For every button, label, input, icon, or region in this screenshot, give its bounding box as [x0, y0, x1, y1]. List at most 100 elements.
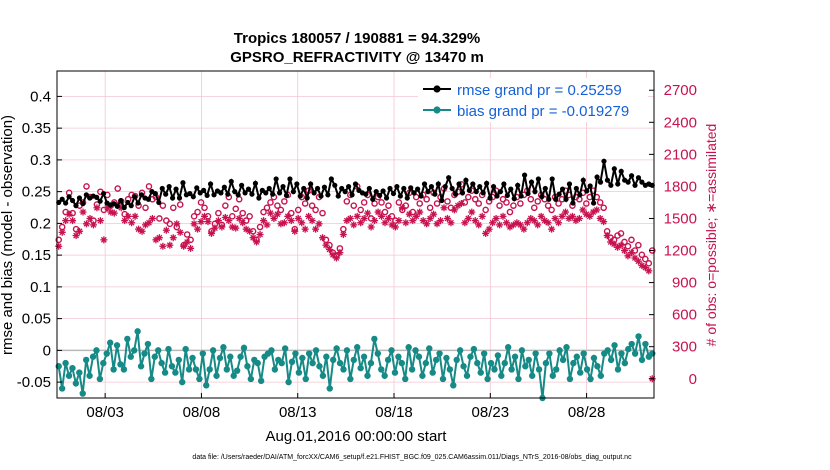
rmse-series — [56, 158, 655, 211]
rmse-point — [187, 190, 193, 197]
rmse-point — [597, 179, 604, 185]
obs-possible-point — [444, 198, 451, 205]
rmse-point — [449, 185, 455, 192]
bias-point — [257, 377, 265, 385]
data-file-footnote: data file: /Users/raeder/DAI/ATM_forcXX/… — [192, 454, 632, 461]
bias-point — [597, 372, 605, 379]
rmse-point — [553, 196, 559, 202]
y-tick-label: 0.3 — [30, 152, 51, 169]
rmse-point — [442, 183, 448, 190]
obs-assimilated-point — [76, 227, 84, 235]
bias-point — [398, 359, 406, 367]
bias-point — [450, 382, 457, 389]
left-axis-ticks: -0.05 0 0.05 0.1 0.15 0.2 0.25 0.3 0.35 0.4 — [17, 88, 62, 391]
obs-possible-point — [482, 206, 489, 214]
bias-point — [642, 340, 649, 348]
obs-assimilated-point — [55, 242, 63, 250]
bias-point — [302, 375, 309, 383]
bias-point — [336, 359, 344, 367]
bias-point — [89, 353, 97, 360]
bias-point — [412, 347, 419, 354]
obs-assimilated-point — [180, 242, 188, 250]
obs-assimilated-point — [548, 225, 556, 233]
rmse-point — [387, 185, 393, 192]
rmse-point — [639, 179, 645, 185]
y2-tick-label: 2700 — [664, 82, 697, 99]
rmse-point — [625, 179, 631, 185]
rmse-point — [256, 195, 262, 201]
bias-point — [590, 354, 598, 362]
obs-assimilated-point — [86, 214, 94, 222]
obs-assimilated-point — [457, 200, 465, 208]
bias-point — [343, 347, 351, 354]
obs-assimilated-point — [426, 214, 434, 222]
rmse-point — [273, 176, 279, 182]
obs-possible-point — [55, 236, 63, 244]
bias-point — [357, 364, 364, 372]
obs-possible-point — [201, 204, 208, 212]
bias-point — [491, 366, 498, 373]
bias-point — [456, 347, 464, 354]
obs-possible-point — [159, 202, 167, 209]
bias-point — [316, 363, 323, 370]
rmse-point — [370, 196, 376, 202]
obs-assimilated-point — [218, 223, 226, 231]
obs-assimilated-point — [544, 219, 552, 227]
bias-point — [271, 366, 279, 373]
rmse-point — [446, 175, 452, 181]
obs-possible-point — [222, 202, 229, 209]
rmse-point — [618, 168, 624, 174]
obs-assimilated-point — [287, 217, 295, 225]
rmse-point — [615, 181, 621, 187]
bias-point — [570, 359, 577, 367]
obs-assimilated-point — [298, 219, 306, 227]
bias-point — [549, 372, 556, 379]
obs-assimilated-point — [155, 234, 163, 242]
obs-assimilated-point — [211, 224, 219, 232]
rmse-point — [573, 185, 579, 192]
bias-point — [292, 350, 299, 357]
rmse-point — [321, 184, 328, 190]
bias-point — [312, 347, 320, 354]
bias-point — [594, 363, 601, 370]
rmse-point — [428, 183, 435, 190]
bias-point — [158, 359, 165, 367]
rmse-point — [190, 194, 196, 200]
obs-assimilated-point — [308, 217, 316, 225]
obs-assimilated-point — [367, 223, 375, 231]
obs-possible-point — [534, 198, 542, 205]
rmse-point — [180, 180, 186, 186]
bias-point — [635, 333, 642, 340]
obs-possible-point — [156, 215, 163, 222]
rmse-point — [252, 180, 259, 186]
rmse-point — [245, 186, 252, 192]
bias-point — [281, 345, 289, 352]
obs-assimilated-point — [447, 219, 455, 227]
rmse-point — [304, 195, 310, 201]
obs-possible-point — [596, 199, 604, 206]
obs-assimilated-point — [253, 238, 261, 246]
rmse-point — [352, 181, 359, 187]
obs-possible-point — [583, 200, 590, 207]
rmse-point — [628, 173, 635, 179]
bias-point — [69, 364, 76, 372]
bias-point — [329, 356, 337, 364]
y-tick-label: -0.05 — [17, 374, 51, 391]
obs-possible-point — [645, 260, 653, 267]
obs-assimilated-point — [575, 214, 583, 222]
bias-point — [285, 378, 292, 386]
obs-possible-point — [600, 204, 607, 212]
obs-assimilated-point — [58, 228, 66, 236]
obs-possible-point — [190, 213, 198, 220]
y2-tick-label: 2100 — [664, 146, 697, 163]
obs-assimilated-point — [391, 223, 399, 231]
rmse-point — [176, 195, 183, 201]
obs-assimilated-point — [246, 227, 254, 235]
rmse-point — [459, 190, 466, 196]
rmse-point — [394, 183, 400, 190]
obs-assimilated-point — [645, 267, 653, 275]
bias-point — [354, 344, 361, 351]
bias-point — [546, 350, 553, 357]
rmse-point — [432, 191, 438, 197]
